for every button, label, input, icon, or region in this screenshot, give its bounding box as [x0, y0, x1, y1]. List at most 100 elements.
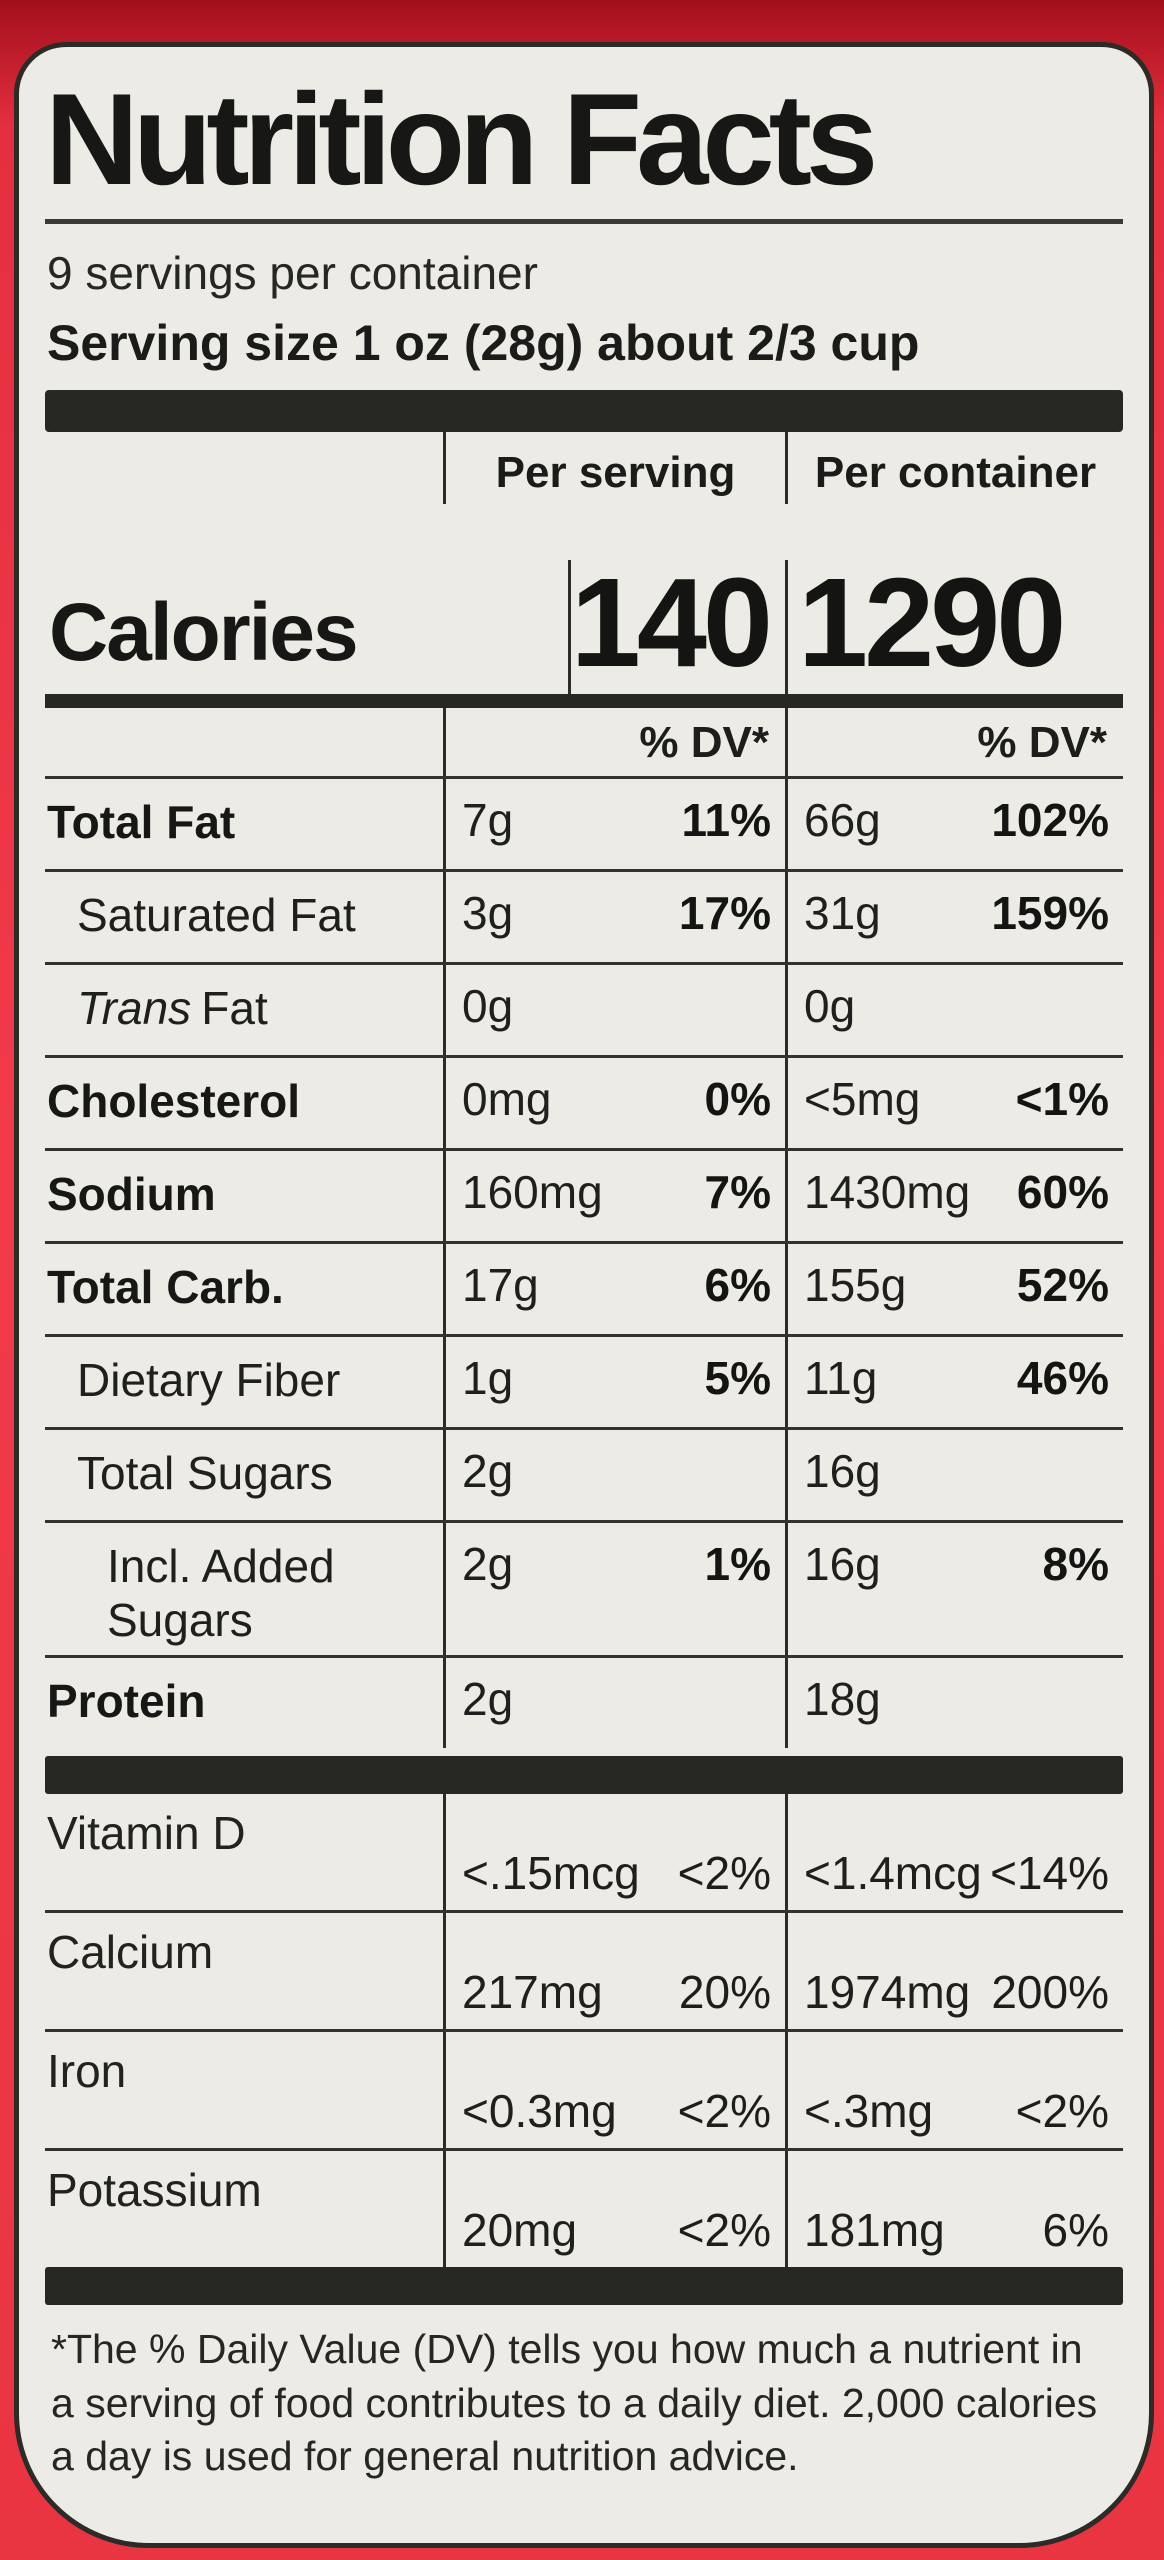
- per-serving-cell: 0mg 0%: [443, 1058, 785, 1149]
- daily-value: <2%: [677, 1847, 771, 1900]
- daily-value: <2%: [677, 2204, 771, 2257]
- nutrient-row-sodium: Sodium 160mg 7% 1430mg 60%: [45, 1148, 1123, 1242]
- per-serving-cell: 20mg <2%: [443, 2151, 785, 2268]
- amount: 0g: [462, 980, 514, 1033]
- amount: <5mg: [804, 1073, 921, 1126]
- spacer-cell: [45, 708, 443, 776]
- daily-value: 17%: [678, 887, 771, 940]
- daily-value: 6%: [704, 1259, 771, 1312]
- per-container-cell: 1430mg 60%: [785, 1151, 1123, 1242]
- nutrient-row-trans-fat: Trans Fat 0g 0g: [45, 962, 1123, 1056]
- daily-value: 159%: [991, 887, 1109, 940]
- daily-value: 5%: [704, 1352, 771, 1405]
- per-container-cell: 181mg 6%: [785, 2151, 1123, 2268]
- per-container-cell: 16g 8%: [785, 1523, 1123, 1656]
- per-container-header: Per container: [785, 432, 1123, 505]
- nutrient-name: Total Fat: [47, 796, 236, 849]
- amount: <.3mg: [804, 2085, 934, 2138]
- daily-value: 11%: [681, 794, 771, 847]
- per-container-cell: <1.4mcg <14%: [785, 1794, 1123, 1911]
- nutrient-row-total-carb: Total Carb. 17g 6% 155g 52%: [45, 1241, 1123, 1335]
- calories-per-container: 1290: [785, 560, 1066, 695]
- section-bar-mid: [45, 1756, 1123, 1795]
- daily-value: 7%: [704, 1166, 771, 1219]
- amount: 17g: [462, 1259, 539, 1312]
- nutrient-row-cholesterol: Cholesterol 0mg 0% <5mg <1%: [45, 1055, 1123, 1149]
- daily-value: 6%: [1042, 2204, 1109, 2257]
- vitamin-row-iron: Iron <0.3mg <2% <.3mg <2%: [45, 2029, 1123, 2149]
- per-serving-cell: 2g 1%: [443, 1523, 785, 1656]
- per-serving-cell: 3g 17%: [443, 872, 785, 963]
- amount: 2g: [462, 1538, 514, 1591]
- daily-value: 200%: [991, 1966, 1109, 2019]
- amount: 18g: [804, 1673, 881, 1726]
- section-bar-bottom: [45, 2267, 1123, 2306]
- per-serving-cell: <0.3mg <2%: [443, 2032, 785, 2149]
- dv-header-row: % DV* % DV*: [45, 708, 1123, 777]
- per-container-cell: 0g: [785, 965, 1123, 1056]
- calories-underbar: [45, 694, 1123, 709]
- per-container-cell: 31g 159%: [785, 872, 1123, 963]
- amount: 1g: [462, 1352, 514, 1405]
- per-serving-cell: <.15mcg <2%: [443, 1794, 785, 1911]
- calories-label: Calories: [49, 587, 359, 679]
- per-serving-cell: 217mg 20%: [443, 1913, 785, 2030]
- nutrient-row-protein: Protein 2g 18g: [45, 1655, 1123, 1749]
- nutrient-name: Sodium: [47, 1168, 216, 1221]
- per-container-cell: 18g: [785, 1658, 1123, 1749]
- per-container-cell: 155g 52%: [785, 1244, 1123, 1335]
- per-container-cell: 16g: [785, 1430, 1123, 1521]
- daily-value: 20%: [678, 1966, 771, 2019]
- per-serving-cell: 2g: [443, 1658, 785, 1749]
- amount: 3g: [462, 887, 514, 940]
- dv-header-per-serving: % DV*: [443, 708, 785, 777]
- section-bar-top: [45, 390, 1123, 433]
- amount: 11g: [804, 1352, 878, 1405]
- calories-per-serving: 140: [567, 560, 785, 695]
- amount: <1.4mcg: [804, 1847, 982, 1900]
- per-container-cell: 66g 102%: [785, 779, 1123, 870]
- per-serving-cell: 17g 6%: [443, 1244, 785, 1335]
- amount: 0g: [804, 980, 856, 1033]
- daily-value: 0%: [704, 1073, 771, 1126]
- per-serving-header: Per serving: [443, 432, 785, 505]
- per-container-cell: <5mg <1%: [785, 1058, 1123, 1149]
- nutrient-row-saturated-fat: Saturated Fat 3g 17% 31g 159%: [45, 869, 1123, 963]
- per-container-cell: 11g 46%: [785, 1337, 1123, 1428]
- nutrient-row-total-sugars: Total Sugars 2g 16g: [45, 1427, 1123, 1521]
- nutrient-name: Total Carb.: [47, 1261, 284, 1314]
- daily-value: 52%: [1016, 1259, 1109, 1312]
- serving-size-line: Serving size 1 oz (28g) about 2/3 cup: [47, 315, 920, 372]
- daily-value: 102%: [991, 794, 1109, 847]
- amount: 7g: [462, 794, 514, 847]
- per-serving-cell: 7g 11%: [443, 779, 785, 870]
- panel-title: Nutrition Facts: [45, 66, 878, 212]
- amount: <0.3mg: [462, 2085, 617, 2138]
- amount: 160mg: [462, 1166, 603, 1219]
- amount: 0mg: [462, 1073, 552, 1126]
- nutrient-name: Incl. Added Sugars: [107, 1540, 335, 1647]
- amount: 155g: [804, 1259, 907, 1312]
- nutrient-name: Dietary Fiber: [77, 1354, 341, 1407]
- nutrient-row-total-fat: Total Fat 7g 11% 66g 102%: [45, 776, 1123, 870]
- amount: 181mg: [804, 2204, 945, 2257]
- nutrition-facts-panel: Nutrition Facts 9 servings per container…: [14, 42, 1154, 2548]
- nutrient-name: Protein: [47, 1675, 206, 1728]
- calories-header-row: Per serving Per container: [45, 432, 1123, 505]
- vitamin-name: Iron: [47, 2045, 127, 2098]
- amount: 16g: [804, 1538, 881, 1591]
- nutrient-row-dietary-fiber: Dietary Fiber 1g 5% 11g 46%: [45, 1334, 1123, 1428]
- vitamin-row-potassium: Potassium 20mg <2% 181mg 6%: [45, 2148, 1123, 2268]
- spacer-cell: [45, 432, 443, 504]
- vitamin-row-vitamin-d: Vitamin D <.15mcg <2% <1.4mcg <14%: [45, 1794, 1123, 1911]
- amount: 1974mg: [804, 1966, 971, 2019]
- amount: 20mg: [462, 2204, 578, 2257]
- amount: 2g: [462, 1445, 514, 1498]
- calories-row: Calories 140 1290: [45, 504, 1123, 695]
- nutrient-name: Cholesterol: [47, 1075, 301, 1128]
- daily-value: <2%: [1015, 2085, 1109, 2138]
- amount: 31g: [804, 887, 881, 940]
- per-serving-cell: 0g: [443, 965, 785, 1056]
- vitamin-name: Calcium: [47, 1926, 214, 1979]
